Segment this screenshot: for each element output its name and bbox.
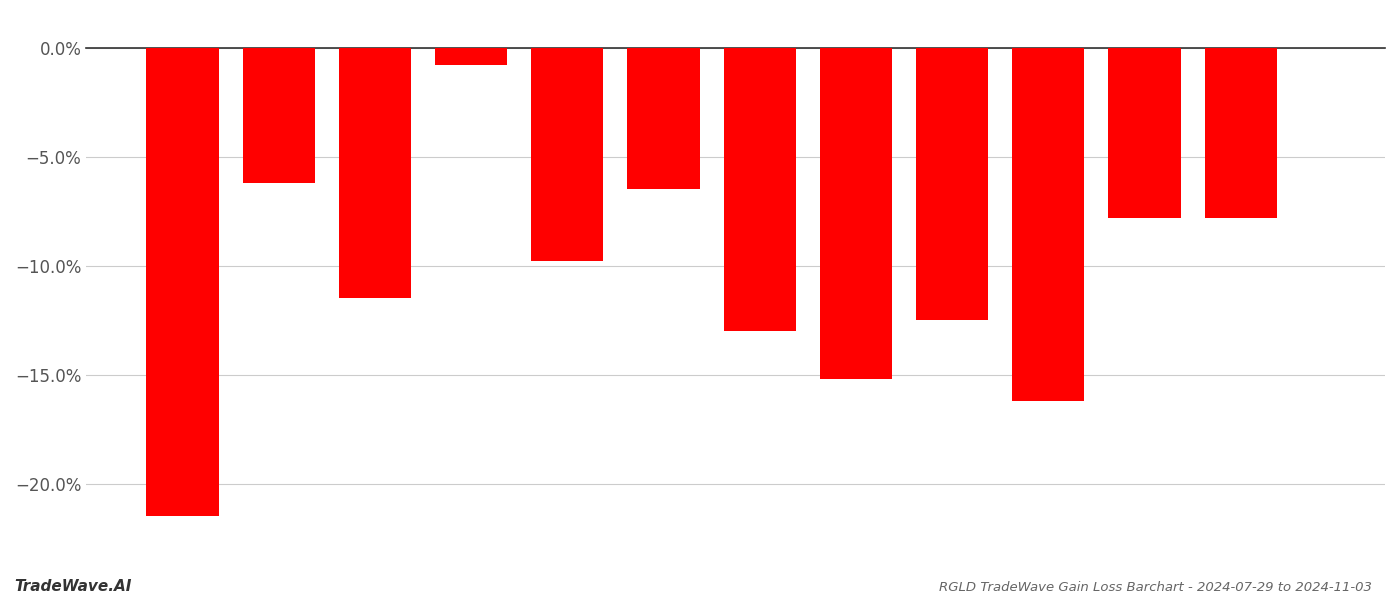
Bar — [1109, 47, 1180, 218]
Text: TradeWave.AI: TradeWave.AI — [14, 579, 132, 594]
Bar — [242, 47, 315, 183]
Text: RGLD TradeWave Gain Loss Barchart - 2024-07-29 to 2024-11-03: RGLD TradeWave Gain Loss Barchart - 2024… — [939, 581, 1372, 594]
Bar — [339, 47, 412, 298]
Bar — [820, 47, 892, 379]
Bar — [627, 47, 700, 190]
Bar — [724, 47, 795, 331]
Bar — [1012, 47, 1085, 401]
Bar — [1204, 47, 1277, 218]
Bar — [147, 47, 218, 517]
Bar — [916, 47, 988, 320]
Bar — [435, 47, 507, 65]
Bar — [531, 47, 603, 261]
